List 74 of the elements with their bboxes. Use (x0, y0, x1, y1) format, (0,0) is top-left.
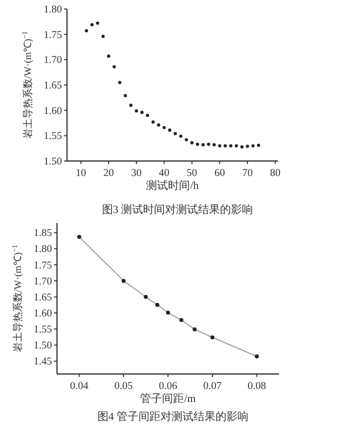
y-tick-label: 1.50 (44, 156, 62, 168)
point (218, 144, 222, 148)
point (246, 144, 250, 148)
x-axis-title: 管子间距/m (140, 393, 196, 405)
x-tick-label: 0.05 (114, 381, 133, 392)
point (196, 142, 200, 146)
point (224, 144, 227, 148)
y-tick-label: 1.55 (44, 131, 62, 142)
y-tick-label: 1.75 (44, 30, 62, 41)
x-tick-label: 60 (214, 168, 225, 179)
y-tick-label: 1.85 (34, 228, 52, 240)
point (146, 114, 150, 117)
point (210, 335, 214, 340)
point (192, 327, 197, 332)
y-tick-label: 1.50 (34, 340, 52, 352)
y-tick-label: 1.80 (44, 4, 62, 16)
x-axis-title: 测试时间/h (146, 179, 200, 192)
x-tick-label: 0.06 (158, 381, 178, 392)
y-tick-label: 1.70 (44, 55, 62, 66)
point (140, 110, 144, 114)
point (254, 354, 259, 358)
point (166, 310, 170, 315)
point (107, 54, 110, 58)
point (90, 23, 94, 26)
x-tick-label: 10 (76, 168, 86, 179)
point (77, 234, 82, 239)
y-tick-label: 1.75 (34, 260, 52, 272)
x-tick-label: 0.04 (70, 381, 90, 392)
point (124, 94, 127, 98)
caption: 图3 测试时间对测试结果的影响 (102, 203, 254, 216)
point (251, 144, 255, 148)
point (101, 34, 105, 38)
y-tick-label: 1.55 (34, 324, 52, 336)
point (206, 142, 210, 146)
point (162, 126, 166, 130)
point (118, 80, 122, 84)
y-tick-label: 1.80 (34, 244, 52, 256)
point (179, 134, 182, 138)
x-tick-label: 40 (158, 168, 170, 179)
point (84, 29, 88, 32)
y-tick-label: 1.60 (44, 106, 62, 117)
y-tick-label: 1.60 (34, 308, 52, 320)
point (179, 318, 184, 322)
y-tick-label: 1.65 (34, 292, 52, 304)
x-tick-label: 80 (270, 168, 280, 179)
y-tick-label: 1.65 (44, 80, 62, 92)
point (129, 104, 132, 107)
point (112, 65, 116, 68)
x-tick-label: 70 (242, 168, 253, 179)
point (212, 143, 216, 146)
x-tick-label: 0.08 (248, 381, 266, 392)
point (240, 145, 244, 148)
point (134, 109, 138, 112)
point (201, 143, 205, 146)
x-tick-label: 20 (103, 168, 114, 179)
point (168, 128, 172, 132)
y-tick-label: 1.70 (34, 276, 52, 288)
point (96, 22, 100, 25)
x-tick-label: 0.07 (203, 381, 222, 392)
y-tick-label: 1.45 (34, 356, 52, 368)
point (229, 144, 232, 148)
x-tick-label: 30 (131, 168, 142, 179)
x-tick-label: 50 (186, 168, 198, 179)
point (174, 132, 177, 136)
point (155, 302, 160, 307)
point (256, 144, 260, 147)
point (157, 123, 160, 127)
point (234, 144, 238, 148)
caption: 图4 管子间距对测试结果的影响 (97, 410, 249, 423)
point (122, 278, 126, 283)
point (184, 138, 188, 142)
point (151, 120, 155, 124)
point (190, 141, 194, 144)
point (144, 294, 148, 299)
